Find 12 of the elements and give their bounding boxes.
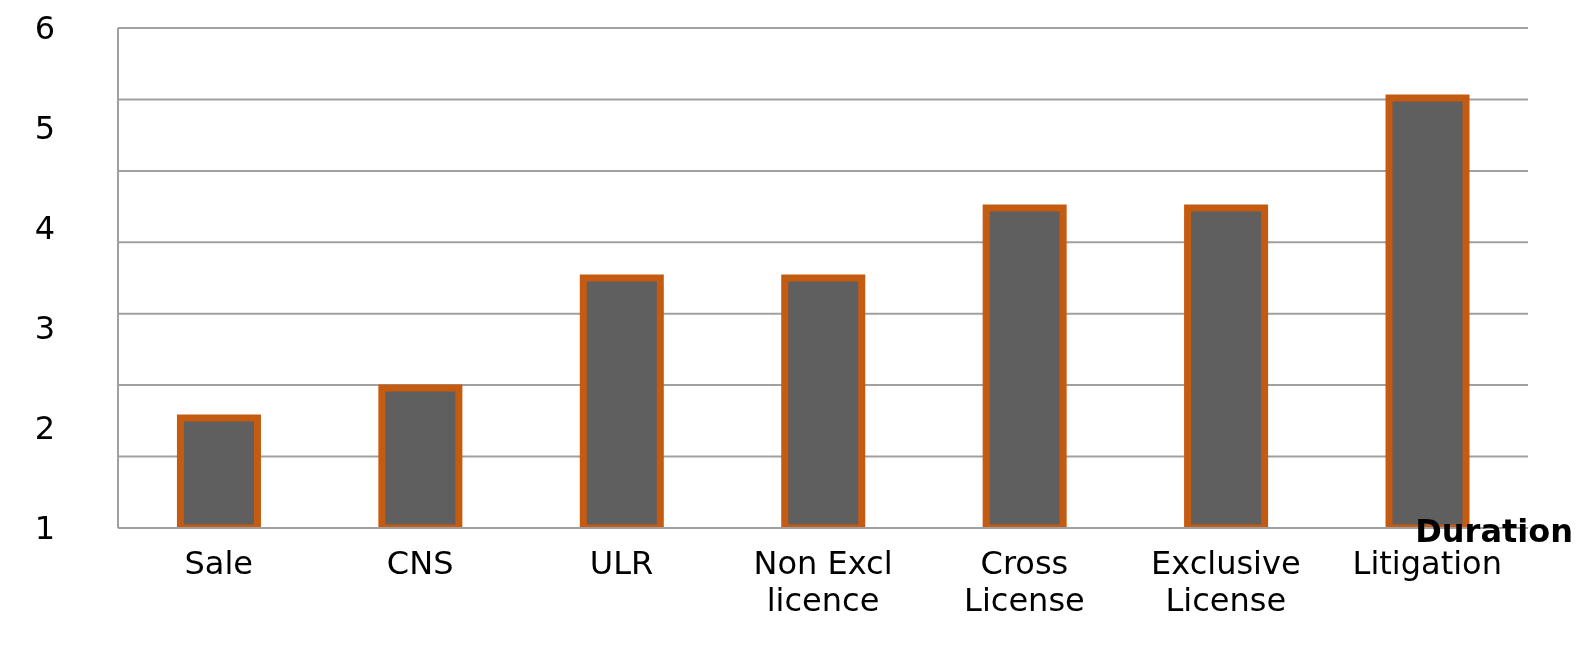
x-tick-label: Non Excl licence <box>753 544 893 619</box>
x-tick-label: Exclusive License <box>1151 544 1301 619</box>
y-tick-label: 3 <box>34 309 55 348</box>
y-tick-label: 2 <box>34 409 55 448</box>
y-tick-label: 5 <box>34 109 55 148</box>
x-tick-label: Sale <box>184 544 253 582</box>
y-tick-label: 1 <box>34 509 55 548</box>
y-tick-label: 4 <box>34 209 55 248</box>
y-tick-label: 6 <box>34 9 55 48</box>
x-tick-label: CNS <box>386 544 454 582</box>
x-tick-label: ULR <box>589 544 654 582</box>
x-tick-label: Cross License <box>964 544 1085 619</box>
